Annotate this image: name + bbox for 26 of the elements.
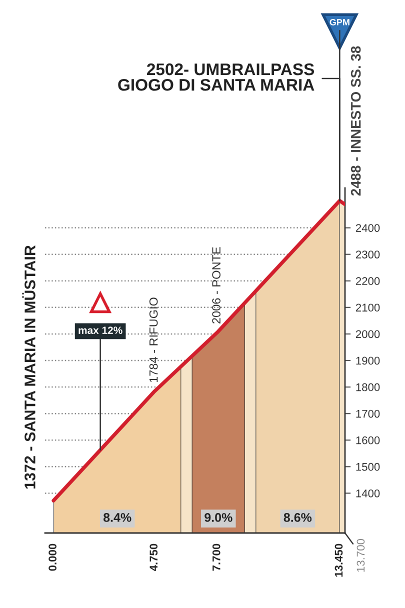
x-tick-label: 13.450 xyxy=(334,544,343,577)
annotation: max 12% xyxy=(78,326,122,334)
y-tick-label: 1700 xyxy=(356,410,380,418)
y-tick-label: 1500 xyxy=(356,462,380,471)
y-tick-label: 2100 xyxy=(356,304,380,312)
y-tick-label: 1800 xyxy=(356,383,380,392)
y-tick-label: 2300 xyxy=(356,250,380,258)
x-tick-label: 4.750 xyxy=(150,544,158,572)
y-tick-label: 2000 xyxy=(356,330,380,338)
x-tick-label: 7.700 xyxy=(212,544,220,571)
band-label: 8.4% xyxy=(103,513,132,522)
annotation: GPM xyxy=(330,18,350,26)
y-tick-label: 1900 xyxy=(356,356,380,365)
annotation: 2488 - INNESTO SS. 38 xyxy=(350,46,361,196)
band-label: 8.6% xyxy=(284,513,312,522)
annotation: 2006 - PONTE xyxy=(212,247,221,324)
y-tick-label: 1600 xyxy=(356,436,380,444)
annotation: 1372 - SANTA MARIA IN MÜSTAIR xyxy=(22,245,36,489)
annotation: 13.700 xyxy=(356,538,365,572)
band-label: 9.0% xyxy=(204,513,232,522)
y-tick-label: 1400 xyxy=(356,489,380,498)
y-tick-label: 2400 xyxy=(356,224,380,232)
y-tick-label: 2200 xyxy=(356,277,380,286)
x-tick-label: 0.000 xyxy=(48,544,56,571)
annotation: 2502- UMBRAILPASS GIOGO DI SANTA MARIA xyxy=(118,63,314,91)
annotation: 1784 - RIFUGIO xyxy=(149,298,158,382)
